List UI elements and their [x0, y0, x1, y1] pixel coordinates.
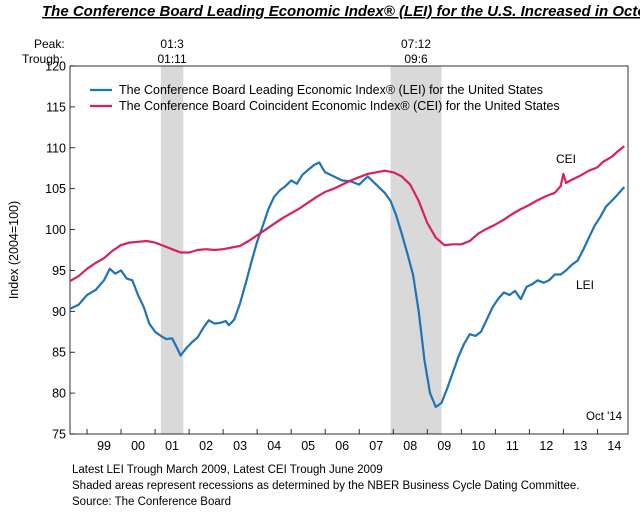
date-annotation: Oct '14 — [586, 411, 623, 423]
x-tick-label: 14 — [607, 439, 621, 453]
x-tick-label: 12 — [539, 439, 553, 453]
series-label-lei: LEI — [576, 278, 594, 292]
y-tick-label: 115 — [46, 100, 66, 114]
y-axis-label: Index (2004=100) — [7, 201, 21, 299]
footnote-1: Latest LEI Trough March 2009, Latest CEI… — [72, 464, 383, 476]
legend: The Conference Board Leading Economic In… — [90, 83, 560, 113]
x-tick-label: 00 — [131, 439, 145, 453]
y-tick-label: 90 — [52, 305, 66, 319]
peak-label: Peak: — [34, 37, 65, 51]
trough-label: Trough: — [22, 52, 63, 66]
series-line-lei — [69, 161, 626, 409]
y-tick-label: 110 — [46, 141, 66, 155]
recession-trough-2: 09:6 — [404, 52, 428, 66]
x-tick-label: 05 — [301, 439, 315, 453]
recession-band-2 — [390, 66, 442, 434]
x-tick-label: 01 — [165, 439, 179, 453]
x-tick-label: 08 — [403, 439, 417, 453]
y-tick-label: 80 — [52, 387, 66, 401]
x-tick-label: 07 — [369, 439, 383, 453]
x-tick-label: 04 — [267, 439, 281, 453]
x-tick-label: 06 — [335, 439, 349, 453]
y-axis: 75 80 85 90 95 100 105 110 115 120 — [45, 60, 75, 442]
x-tick-label: 02 — [199, 439, 213, 453]
series-label-cei: CEI — [556, 152, 576, 166]
recession-peak-1: 01:3 — [160, 37, 184, 51]
x-tick-label: 11 — [506, 439, 519, 453]
footnote-2: Shaded areas represent recessions as det… — [72, 480, 580, 492]
x-tick-label: 13 — [573, 439, 587, 453]
y-tick-label: 75 — [52, 428, 66, 442]
series-line-cei — [69, 145, 625, 283]
plot-frame — [69, 65, 629, 435]
y-tick-label: 100 — [45, 223, 66, 237]
chart-title: The Conference Board Leading Economic In… — [42, 3, 640, 20]
legend-entry-lei: The Conference Board Leading Economic In… — [119, 83, 543, 97]
y-tick-label: 85 — [52, 346, 66, 360]
x-tick-label: 09 — [437, 439, 451, 453]
legend-entry-cei: The Conference Board Coincident Economic… — [119, 99, 560, 113]
recession-bands — [160, 66, 442, 434]
footnote-3: Source: The Conference Board — [72, 496, 231, 508]
y-tick-label: 95 — [52, 264, 66, 278]
y-tick-label: 105 — [45, 182, 66, 196]
recession-trough-1: 01:11 — [158, 52, 187, 66]
series-lines — [69, 145, 626, 409]
x-tick-label: 03 — [233, 439, 247, 453]
x-axis: 99 00 01 02 03 04 05 06 07 08 09 10 11 12 13 14 — [86, 429, 621, 453]
x-tick-label: 10 — [471, 439, 485, 453]
x-tick-label: 99 — [97, 439, 111, 453]
y-tick-label: 120 — [45, 60, 66, 74]
recession-peak-2: 07:12 — [401, 37, 431, 51]
